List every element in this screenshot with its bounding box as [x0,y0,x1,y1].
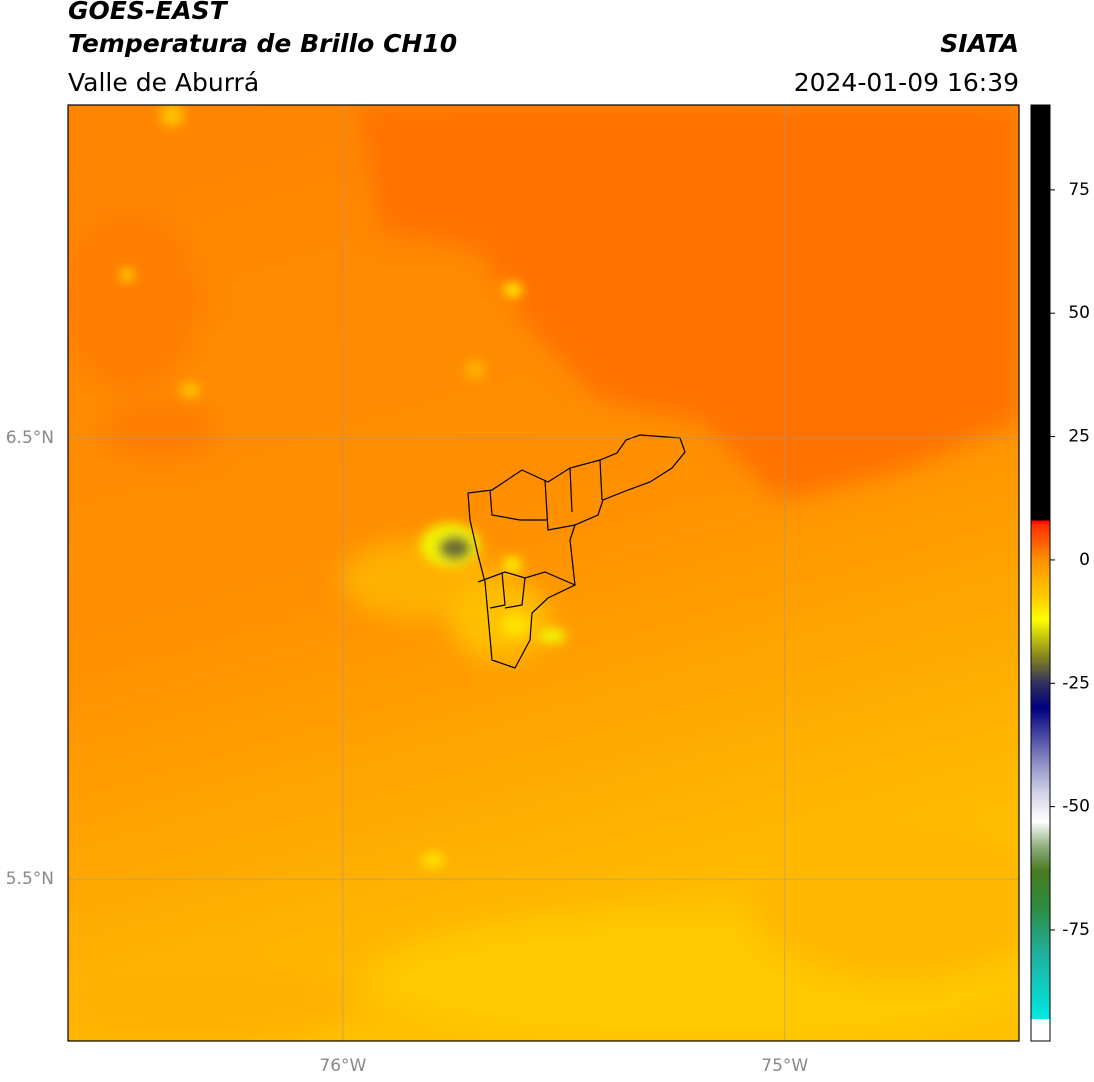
colorbar-tick-label: 75 [1068,180,1090,200]
colorbar-tick-label: -50 [1062,797,1090,817]
title: GOES-EAST [68,0,229,25]
x-tick-label: 76°W [319,1056,366,1076]
map-field [68,105,1019,1041]
y-tick-label: 5.5°N [6,869,54,889]
map-frame [67,104,1020,1042]
colorbar-frame [1030,104,1051,1042]
subtitle: Temperatura de Brillo CH10 [68,29,457,58]
colorbar-tick-label: 0 [1079,550,1090,570]
colorbar-tick-label: -25 [1062,673,1090,693]
datetime: 2024-01-09 16:39 [794,68,1019,97]
region: Valle de Aburrá [68,68,259,97]
colorbar-tick-label: -75 [1062,920,1090,940]
colorbar-tick-label: 25 [1068,427,1090,447]
source: SIATA [940,29,1019,58]
y-tick-label: 6.5°N [6,428,54,448]
colorbar-tick-label: 50 [1068,303,1090,323]
municipality-outline [467,434,686,669]
colorbar [1031,105,1050,1041]
x-tick-label: 75°W [761,1056,808,1076]
